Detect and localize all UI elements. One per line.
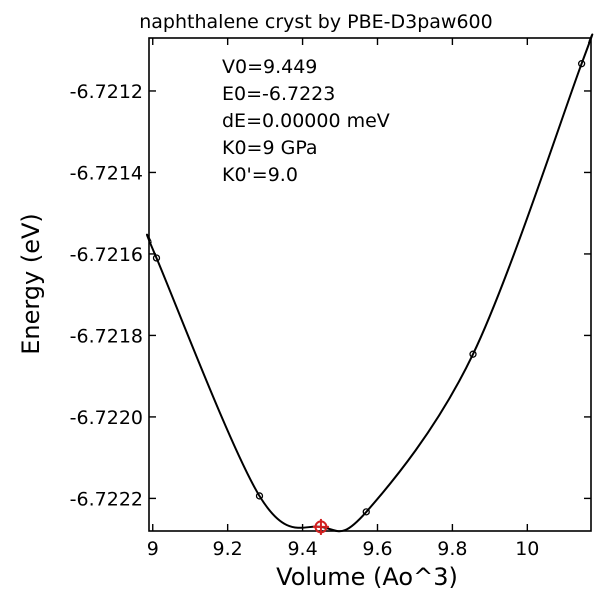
x-tick-label: 9.2 (213, 538, 243, 560)
data-point (469, 350, 477, 358)
x-axis-label: Volume (Ao^3) (276, 563, 458, 591)
fit-curve (146, 33, 594, 533)
annotation-v0: V0=9.449 (222, 56, 317, 78)
annotation-e0: E0=-6.7223 (222, 83, 335, 105)
fit-annotations: V0=9.449 E0=-6.7223 dE=0.00000 meV K0=9 … (222, 56, 390, 186)
data-point (362, 508, 370, 516)
y-tick-label: -6.7212 (70, 81, 143, 103)
y-tick-label: -6.7216 (70, 244, 143, 266)
annotation-de: dE=0.00000 meV (222, 110, 390, 132)
minimum-marker (312, 518, 329, 535)
x-axis-ticks: 9 9.2 9.4 9.6 9.8 10 (147, 38, 539, 560)
annotation-k0: K0=9 GPa (222, 137, 318, 159)
x-tick-label: 9.4 (287, 538, 317, 560)
data-point (255, 492, 264, 500)
y-tick-label: -6.7214 (70, 162, 143, 184)
y-tick-label: -6.7218 (70, 325, 143, 347)
data-point (152, 254, 161, 262)
x-tick-label: 9 (147, 538, 159, 560)
data-points (152, 60, 586, 516)
chart-title: naphthalene cryst by PBE-D3paw600 (139, 11, 492, 33)
y-tick-label: -6.7220 (70, 407, 143, 429)
annotation-k0-prime: K0'=9.0 (222, 164, 298, 186)
y-tick-label: -6.7222 (70, 488, 143, 510)
x-tick-label: 9.6 (362, 538, 392, 560)
plot-frame (148, 37, 592, 532)
y-axis-label: Energy (eV) (17, 213, 45, 355)
x-tick-label: 10 (515, 538, 539, 560)
data-point (577, 60, 586, 68)
y-axis-ticks: -6.7212 -6.7214 -6.7216 -6.7218 -6.7220 -6.72… (70, 81, 591, 510)
x-tick-label: 9.8 (437, 538, 467, 560)
